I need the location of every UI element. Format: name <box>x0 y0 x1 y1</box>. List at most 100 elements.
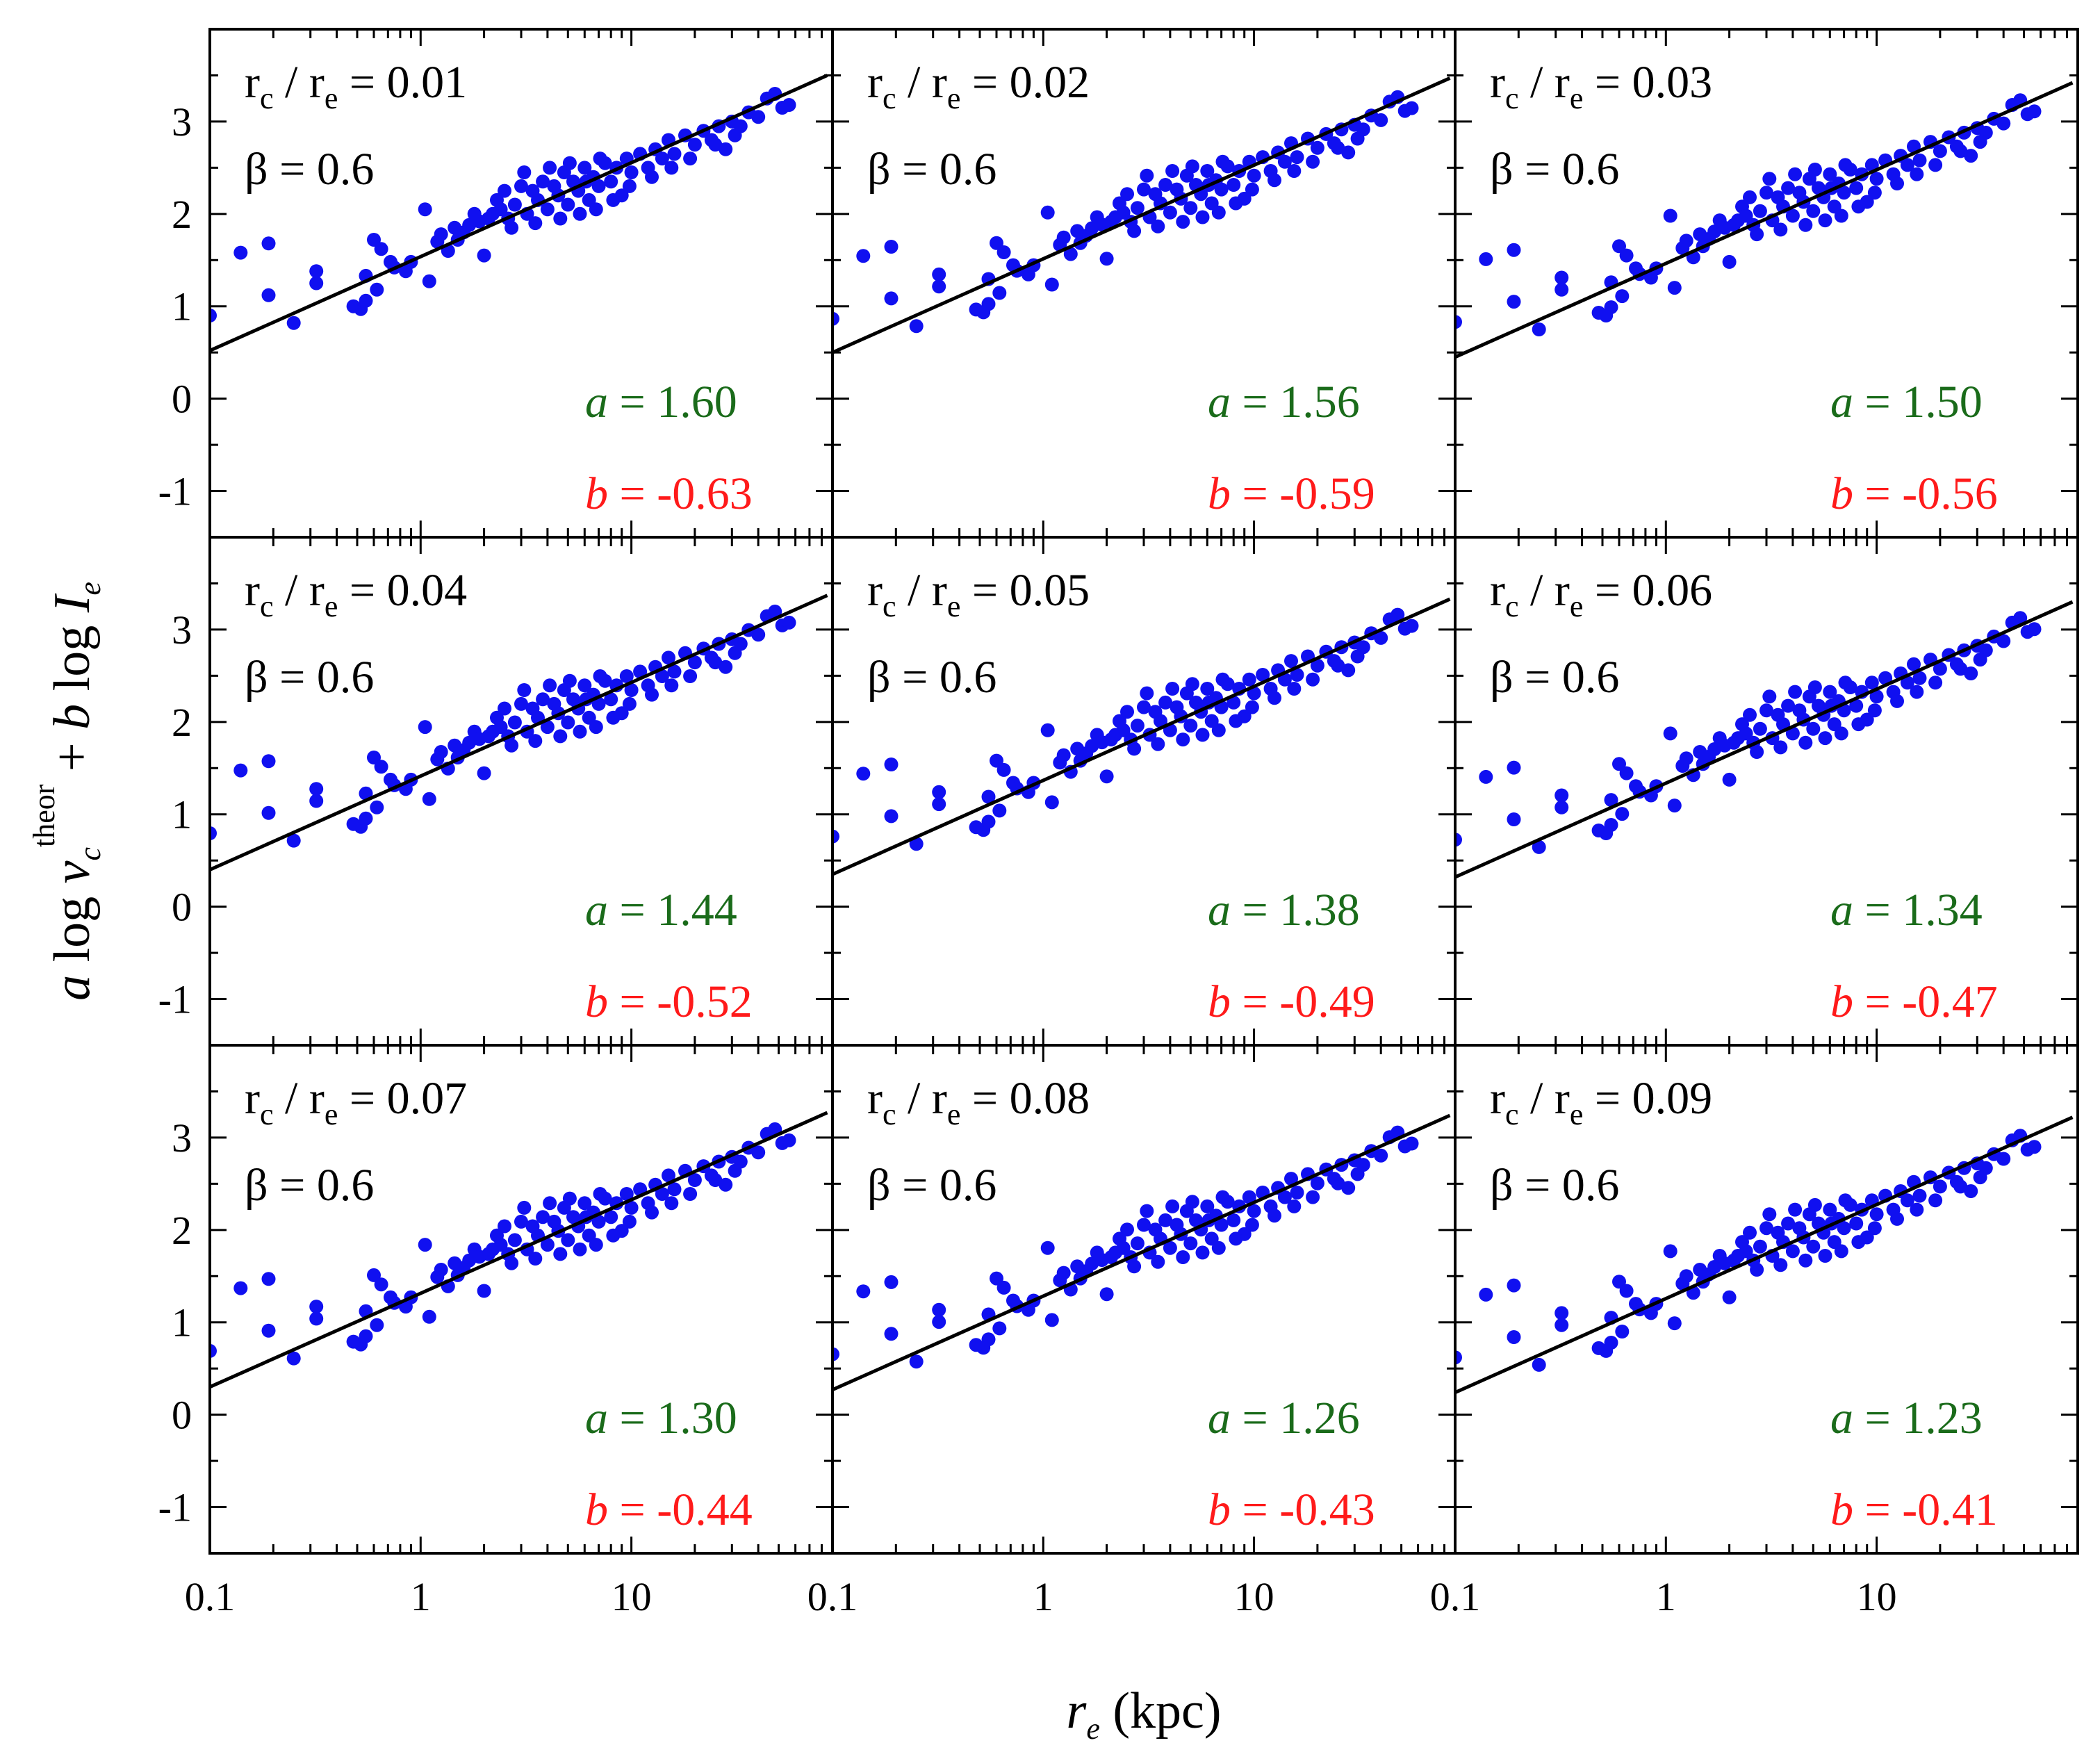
coefficient-b: b = -0.47 <box>1830 976 1998 1027</box>
fit-line <box>1455 1115 2074 1395</box>
coefficient-a: a = 1.34 <box>1830 885 1983 935</box>
coefficient-a: a = 1.56 <box>1208 377 1360 427</box>
data-point <box>1056 230 1071 245</box>
data-point <box>1788 1202 1803 1217</box>
data-point <box>1185 677 1199 691</box>
data-point <box>884 240 899 254</box>
data-point <box>1910 685 1924 699</box>
data-point <box>884 1327 899 1341</box>
data-point <box>1350 649 1365 664</box>
scatter-series <box>832 90 1419 334</box>
data-point <box>1953 1179 1968 1194</box>
data-point <box>1130 201 1145 215</box>
data-point <box>719 142 733 156</box>
coefficient-b: b = -0.44 <box>585 1484 753 1535</box>
data-point <box>1331 1176 1345 1190</box>
data-point <box>593 669 607 683</box>
data-point <box>1215 154 1230 169</box>
data-point <box>1928 676 1943 690</box>
y-tick-label: 0 <box>172 885 192 930</box>
data-point <box>662 650 675 665</box>
data-point <box>832 1347 839 1361</box>
data-point <box>664 161 679 175</box>
data-point <box>562 156 577 170</box>
coefficient-b: b = -0.43 <box>1208 1484 1375 1535</box>
data-point <box>1116 205 1131 220</box>
data-point <box>1818 1249 1832 1263</box>
data-point <box>782 98 796 112</box>
data-point <box>751 1145 766 1160</box>
data-point <box>1837 186 1851 200</box>
data-point <box>261 805 276 820</box>
data-point <box>514 179 528 193</box>
data-point <box>1127 224 1142 238</box>
data-point <box>1750 227 1764 242</box>
data-point <box>1823 1202 1837 1217</box>
data-point <box>1910 1202 1924 1217</box>
data-point <box>1910 167 1924 181</box>
data-point <box>1739 208 1753 223</box>
data-point <box>1245 182 1259 197</box>
data-point <box>593 152 607 166</box>
data-point <box>482 211 495 226</box>
data-point <box>1838 158 1853 172</box>
data-point <box>517 165 532 179</box>
data-point <box>884 291 899 306</box>
data-point <box>751 628 766 642</box>
data-point <box>1310 140 1324 155</box>
data-point <box>1753 204 1767 218</box>
data-point <box>543 1196 557 1211</box>
data-point <box>1127 742 1142 756</box>
data-point <box>536 174 550 189</box>
data-point <box>1245 1218 1259 1232</box>
data-point <box>1849 181 1864 195</box>
data-point <box>1229 714 1243 728</box>
data-point <box>1604 793 1618 808</box>
data-point <box>540 1238 555 1252</box>
data-point <box>1211 723 1226 737</box>
data-point <box>1773 740 1788 755</box>
data-point <box>1667 799 1682 813</box>
data-point <box>1806 1239 1821 1254</box>
data-point <box>1044 277 1059 292</box>
data-point <box>1229 1231 1243 1246</box>
panel-8: 0.1 1 10 rc / re = 0.08 β = 0.6 a = 1.26 b = -… <box>807 1044 1457 1619</box>
data-point <box>1185 1195 1199 1209</box>
x-tick-label: 1 <box>1033 1574 1053 1619</box>
data-point <box>1739 726 1753 741</box>
data-point <box>1211 1241 1226 1255</box>
data-point <box>1374 630 1388 645</box>
data-point <box>932 1315 946 1329</box>
data-point <box>1785 208 1800 223</box>
data-point <box>606 193 621 207</box>
data-point <box>1851 1235 1866 1250</box>
data-point <box>1907 657 1921 671</box>
data-point <box>1818 213 1832 228</box>
panel-3: rc / re = 0.03 β = 0.6 a = 1.50 b = -0.56 <box>1454 28 2079 539</box>
data-point <box>1555 282 1569 297</box>
data-point <box>1727 218 1741 232</box>
data-point <box>645 1205 659 1220</box>
data-point <box>434 227 448 242</box>
data-point <box>553 1247 568 1261</box>
data-point <box>536 692 550 707</box>
data-point <box>708 655 723 670</box>
data-point <box>1507 1278 1521 1293</box>
data-point <box>1996 116 2011 131</box>
data-point <box>1781 698 1796 713</box>
data-point <box>498 1219 511 1234</box>
data-point <box>1928 158 1943 172</box>
y-tick-label: 3 <box>172 607 192 653</box>
coefficient-a: a = 1.38 <box>1208 885 1360 935</box>
data-point <box>687 1173 702 1187</box>
data-point <box>1104 1250 1118 1264</box>
data-point <box>728 1163 742 1178</box>
data-point <box>261 1323 276 1338</box>
data-point <box>990 1271 1003 1286</box>
data-point <box>477 1284 491 1298</box>
data-point <box>1021 267 1035 281</box>
data-point <box>996 762 1011 777</box>
data-point <box>561 197 575 212</box>
y-tick-label: 3 <box>172 99 192 145</box>
